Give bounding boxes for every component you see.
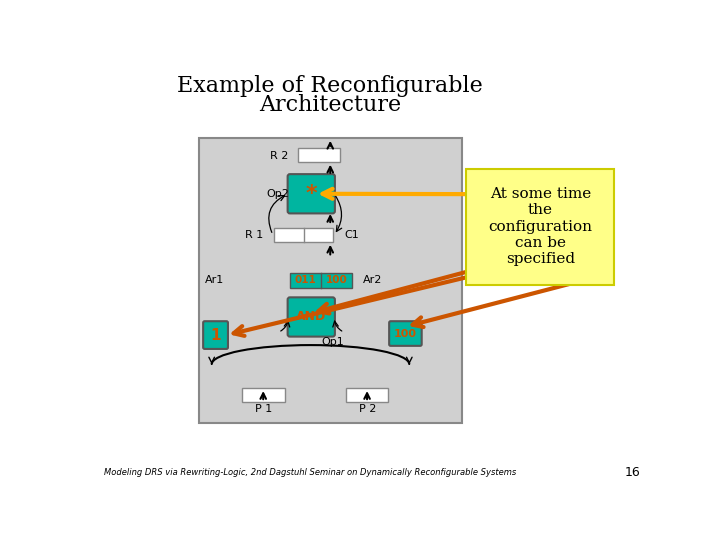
Text: At some time
the
configuration
can be
specified: At some time the configuration can be sp… [488, 187, 593, 266]
FancyBboxPatch shape [290, 273, 352, 288]
FancyBboxPatch shape [466, 168, 614, 285]
Text: 011: 011 [294, 275, 316, 286]
Text: Ar1: Ar1 [204, 275, 224, 286]
Text: 1: 1 [210, 328, 221, 342]
Text: 100: 100 [325, 275, 347, 286]
Text: AND: AND [296, 310, 326, 323]
Text: Op2: Op2 [266, 189, 289, 199]
Text: 16: 16 [625, 467, 640, 480]
Text: *: * [305, 184, 317, 204]
Text: Example of Reconfigurable: Example of Reconfigurable [177, 76, 483, 97]
Text: R 1: R 1 [245, 230, 264, 240]
FancyBboxPatch shape [346, 388, 388, 402]
Text: Architecture: Architecture [259, 94, 401, 116]
Text: R 2: R 2 [270, 151, 288, 161]
Text: Op1: Op1 [321, 337, 344, 347]
Text: P 1: P 1 [255, 404, 272, 414]
Text: 100: 100 [394, 328, 417, 339]
FancyBboxPatch shape [389, 321, 422, 346]
FancyBboxPatch shape [274, 228, 333, 242]
FancyBboxPatch shape [287, 174, 335, 213]
Text: P 2: P 2 [359, 404, 376, 414]
FancyBboxPatch shape [203, 321, 228, 349]
Text: Ar2: Ar2 [363, 275, 382, 286]
Text: Modeling DRS via Rewriting-Logic, 2nd Dagstuhl Seminar on Dynamically Reconfigur: Modeling DRS via Rewriting-Logic, 2nd Da… [104, 468, 516, 477]
FancyBboxPatch shape [287, 298, 335, 336]
FancyBboxPatch shape [297, 148, 341, 162]
Text: C1: C1 [344, 230, 359, 240]
FancyBboxPatch shape [242, 388, 284, 402]
FancyBboxPatch shape [199, 138, 462, 423]
